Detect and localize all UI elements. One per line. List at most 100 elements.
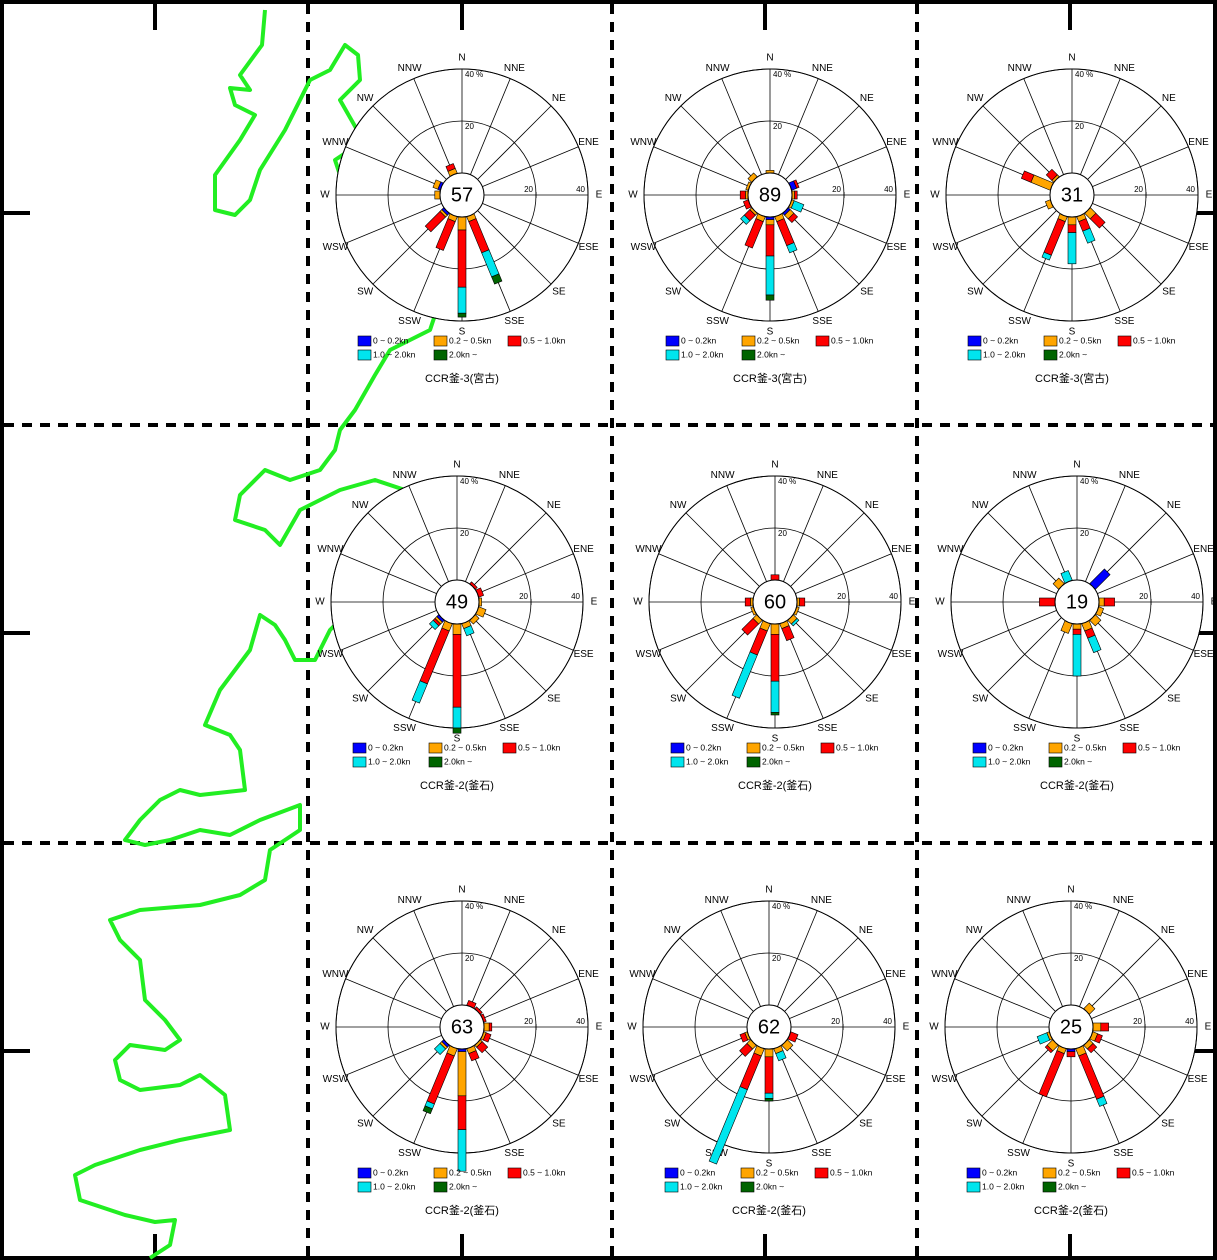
legend-label: 2.0kn ~: [1059, 349, 1087, 359]
chart-title: CCR釜-3(宮古): [733, 371, 807, 385]
direction-label: S: [459, 327, 466, 338]
bar-segment: [457, 229, 467, 288]
spoke: [470, 1047, 511, 1144]
direction-label: N: [458, 53, 465, 64]
direction-label: SSE: [811, 1148, 831, 1159]
direction-label: W: [935, 597, 945, 608]
spoke: [1091, 978, 1188, 1019]
legend-label: 2.0kn ~: [1064, 756, 1092, 766]
direction-label: NE: [1167, 500, 1181, 511]
direction-label: N: [453, 460, 460, 471]
direction-label: SSW: [1008, 316, 1031, 327]
center-hole: [747, 172, 793, 218]
direction-label: N: [771, 460, 778, 471]
bar-segment: [770, 712, 780, 716]
legend-swatch: [357, 1181, 372, 1193]
bar-segment: [770, 680, 780, 713]
legend-swatch: [746, 742, 761, 754]
spoke: [1023, 78, 1064, 175]
direction-label: SSE: [504, 1148, 524, 1159]
y-tick-label: 40 %: [773, 70, 791, 79]
spoke: [679, 937, 754, 1012]
spoke: [652, 1035, 749, 1076]
bar-segment: [731, 651, 758, 699]
direction-label: E: [1211, 597, 1217, 608]
bar-segment: [411, 680, 428, 704]
legend-label: 0.2 ~ 0.5kn: [757, 335, 800, 345]
bar-segment: [1039, 597, 1056, 607]
legend-label: 0 ~ 0.2kn: [983, 335, 1018, 345]
bar-segment: [1072, 628, 1082, 635]
legend-swatch: [966, 1181, 981, 1193]
y-tick-label: 20: [1075, 122, 1084, 131]
direction-label: NNW: [705, 895, 729, 906]
x-tick-label: 20: [524, 1017, 533, 1026]
direction-label: NW: [357, 93, 374, 104]
direction-label: SSW: [398, 316, 421, 327]
spoke: [367, 617, 442, 692]
direction-label: NE: [1162, 93, 1176, 104]
spoke: [472, 617, 547, 692]
bar-segment: [457, 1095, 467, 1130]
direction-label: NNE: [817, 470, 838, 481]
bar-segment: [432, 179, 442, 190]
bar-segment: [790, 617, 800, 627]
center-label: 25: [1060, 1016, 1082, 1038]
bar-segment: [708, 1086, 748, 1165]
spoke: [372, 105, 447, 180]
direction-label: SSE: [504, 316, 524, 327]
direction-label: SSW: [711, 723, 734, 734]
direction-label: E: [1206, 190, 1213, 201]
x-tick-label: 20: [519, 592, 528, 601]
bar-segment: [445, 163, 456, 172]
legend-swatch: [664, 1167, 679, 1179]
spoke: [345, 146, 442, 187]
spoke: [477, 610, 574, 651]
y-tick-label: 20: [772, 954, 781, 963]
bar-segment: [765, 294, 775, 301]
spoke: [477, 210, 552, 285]
spoke: [1092, 146, 1189, 187]
direction-label: SSE: [1113, 1148, 1133, 1159]
center-hole: [1049, 172, 1095, 218]
direction-label: ESE: [1194, 649, 1214, 660]
legend-label: 0 ~ 0.2kn: [373, 1167, 408, 1177]
center-label: 63: [451, 1016, 473, 1038]
map-grid: [4, 4, 1217, 1258]
direction-label: NNE: [504, 63, 525, 74]
spoke: [1085, 485, 1126, 582]
direction-label: W: [930, 190, 940, 201]
direction-label: NNE: [811, 895, 832, 906]
direction-label: WSW: [318, 649, 344, 660]
bar-segment: [452, 623, 462, 635]
y-tick-label: 40 %: [1080, 477, 1098, 486]
direction-label: SE: [552, 1119, 566, 1130]
x-tick-label: 20: [524, 185, 533, 194]
bar-segment: [739, 190, 746, 200]
spoke: [679, 1042, 754, 1117]
direction-label: ENE: [1188, 137, 1209, 148]
direction-label: ENE: [885, 969, 906, 980]
legend-label: 0.2 ~ 0.5kn: [1059, 335, 1102, 345]
spoke: [1092, 617, 1167, 692]
x-tick-label: 40: [884, 185, 893, 194]
bar-segment: [1067, 224, 1077, 233]
bar-segment: [739, 1042, 754, 1057]
y-tick-label: 20: [1074, 954, 1083, 963]
direction-label: NNE: [1113, 895, 1134, 906]
legend-swatch: [1043, 335, 1058, 347]
spoke: [465, 622, 506, 719]
legend-swatch: [1116, 1167, 1131, 1179]
bar-segment: [1038, 1050, 1065, 1098]
legend-label: 1.0 ~ 2.0kn: [373, 349, 416, 359]
direction-label: WSW: [933, 242, 959, 253]
legend-label: 0.2 ~ 0.5kn: [1058, 1167, 1101, 1177]
direction-label: N: [766, 53, 773, 64]
bar-segment: [452, 634, 462, 708]
direction-label: NW: [352, 500, 369, 511]
direction-label: NW: [966, 925, 983, 936]
bar-segment: [799, 597, 806, 607]
